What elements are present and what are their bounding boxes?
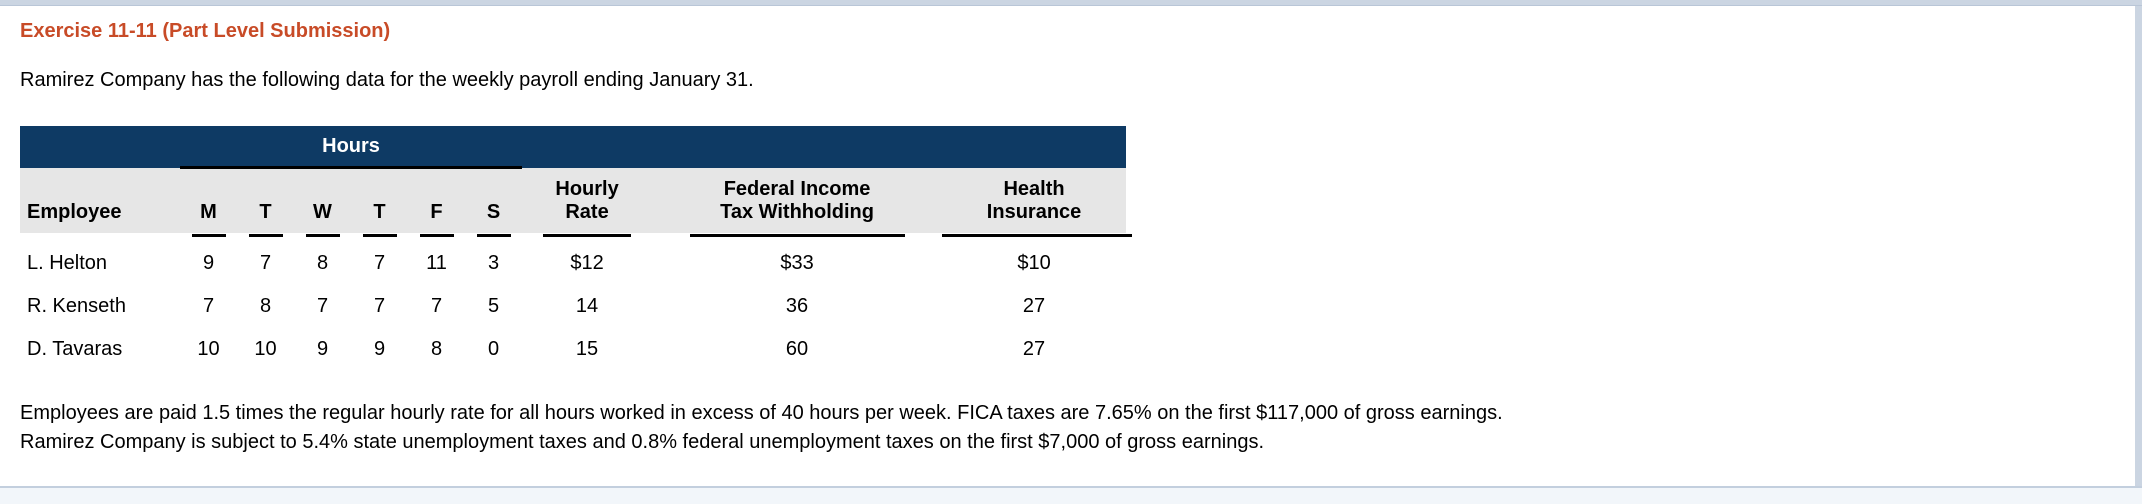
underline-saturday [465,233,522,242]
hours-friday: 8 [430,337,443,360]
table-row-tavaras: D. Tavaras 10 10 9 9 8 0 15 60 27 [20,328,1126,371]
hours-monday: 10 [197,337,220,360]
employee-name: L. Helton [27,251,108,274]
hours-monday: 9 [202,251,215,274]
table-row-kenseth: R. Kenseth 7 8 7 7 7 5 14 36 27 [20,285,1126,328]
hours-group-header: Hours [180,126,523,169]
note-line-2: Ramirez Company is subject to 5.4% state… [20,430,1264,453]
header-underline-row [20,233,1133,242]
table-header-row: Employee M T W T F S Hourly Rate Federal… [20,167,1127,233]
health-insurance-value: 27 [1022,294,1046,317]
employee-name: D. Tavaras [27,337,123,360]
underline-federal [652,233,942,242]
col-header-monday: M [180,167,237,233]
hourly-rate-line2: Rate [565,200,609,223]
hourly-rate-value: 14 [575,294,599,317]
health-line1: Health [1003,177,1065,200]
col-header-employee: Employee [20,167,180,233]
underline-health [942,233,1133,242]
federal-line2: Tax Withholding [720,200,874,223]
hours-monday: 7 [202,294,215,317]
health-line2: Insurance [986,200,1082,223]
note-line-1: Employees are paid 1.5 times the regular… [20,401,1503,424]
hours-tuesday: 7 [259,251,272,274]
hours-thursday: 7 [373,294,386,317]
underline-wednesday [294,233,351,242]
hours-thursday: 7 [373,251,386,274]
hours-wednesday: 7 [316,294,329,317]
col-header-hourly-rate: Hourly Rate [522,167,653,233]
note-paragraph: Employees are paid 1.5 times the regular… [20,399,2110,457]
band-cell-right [522,126,1127,168]
col-header-tuesday: T [237,167,294,233]
hours-tuesday: 10 [254,337,277,360]
hours-thursday: 9 [373,337,386,360]
hourly-rate-value: $12 [570,251,604,274]
window-right-strip [2135,0,2142,486]
underline-hourly-rate [522,233,652,242]
underline-thursday [351,233,408,242]
band-cell-employee [20,126,180,168]
col-header-thursday: T [351,167,408,233]
col-header-federal-withholding: Federal Income Tax Withholding [652,167,943,233]
hours-saturday: 0 [487,337,500,360]
health-insurance-value: $10 [1017,251,1051,274]
federal-withholding-value: $33 [780,251,814,274]
underline-monday [180,233,237,242]
exercise-panel: Exercise 11-11 (Part Level Submission) R… [0,6,2110,457]
col-header-saturday: S [465,167,523,233]
hours-friday: 7 [430,294,443,317]
underline-friday [408,233,465,242]
hours-wednesday: 8 [316,251,329,274]
intro-text: Ramirez Company has the following data f… [20,69,754,91]
employee-name: R. Kenseth [27,294,126,317]
hours-friday: 11 [426,251,447,274]
federal-withholding-value: 36 [785,294,809,317]
hours-wednesday: 9 [316,337,329,360]
hours-saturday: 5 [487,294,500,317]
health-insurance-value: 27 [1022,337,1046,360]
federal-withholding-value: 60 [785,337,809,360]
table-row-helton: L. Helton 9 7 8 7 11 3 $12 $33 $10 [20,242,1126,285]
payroll-table: Hours Employee M T W T F S Hourly Rate F… [20,126,1133,371]
window-top-strip [0,0,2142,6]
hourly-rate-value: 15 [575,337,599,360]
window-bottom-strip [0,486,2142,504]
federal-line1: Federal Income [723,177,871,200]
hours-saturday: 3 [487,251,500,274]
underline-tuesday [237,233,294,242]
hours-tuesday: 8 [259,294,272,317]
underline-employee-none [20,233,180,242]
col-header-friday: F [408,167,465,233]
hourly-rate-line1: Hourly [555,177,619,200]
table-band-row: Hours [20,126,1127,169]
page-title: Exercise 11-11 (Part Level Submission) [20,20,391,42]
col-header-health-insurance: Health Insurance [942,167,1127,233]
col-header-wednesday: W [294,167,351,233]
